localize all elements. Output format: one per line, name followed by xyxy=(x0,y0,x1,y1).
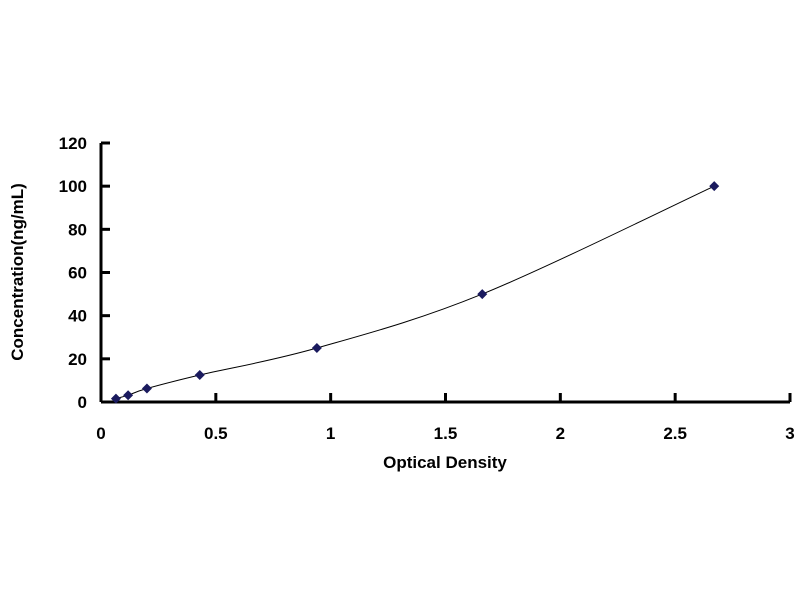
x-tick-label: 3 xyxy=(785,424,794,443)
data-point xyxy=(110,393,121,404)
data-point xyxy=(141,383,152,394)
y-axis-label: Concentration(ng/mL) xyxy=(8,183,27,361)
y-tick-label: 0 xyxy=(78,393,87,412)
y-tick-label: 40 xyxy=(68,307,87,326)
axes: 0 0.5 1 1.5 2 2.5 3 0 20 40 60 80 100 120 xyxy=(59,134,795,443)
x-tick-label: 1 xyxy=(326,424,335,443)
x-axis-label: Optical Density xyxy=(383,453,507,472)
y-tick-label: 120 xyxy=(59,134,87,153)
x-tick-label: 0.5 xyxy=(204,424,228,443)
y-tick-label: 80 xyxy=(68,220,87,239)
y-tick-label: 20 xyxy=(68,350,87,369)
data-point xyxy=(477,289,488,300)
data-point xyxy=(123,390,134,401)
fit-curve xyxy=(115,185,715,400)
x-tick-label: 2.5 xyxy=(663,424,687,443)
y-tick-label: 60 xyxy=(68,264,87,283)
data-point xyxy=(194,370,205,381)
x-tick-label: 0 xyxy=(96,424,105,443)
x-tick-label: 1.5 xyxy=(434,424,458,443)
data-point xyxy=(709,181,720,192)
y-tick-label: 100 xyxy=(59,177,87,196)
x-tick-label: 2 xyxy=(556,424,565,443)
data-points xyxy=(110,181,720,404)
data-point xyxy=(311,343,322,354)
